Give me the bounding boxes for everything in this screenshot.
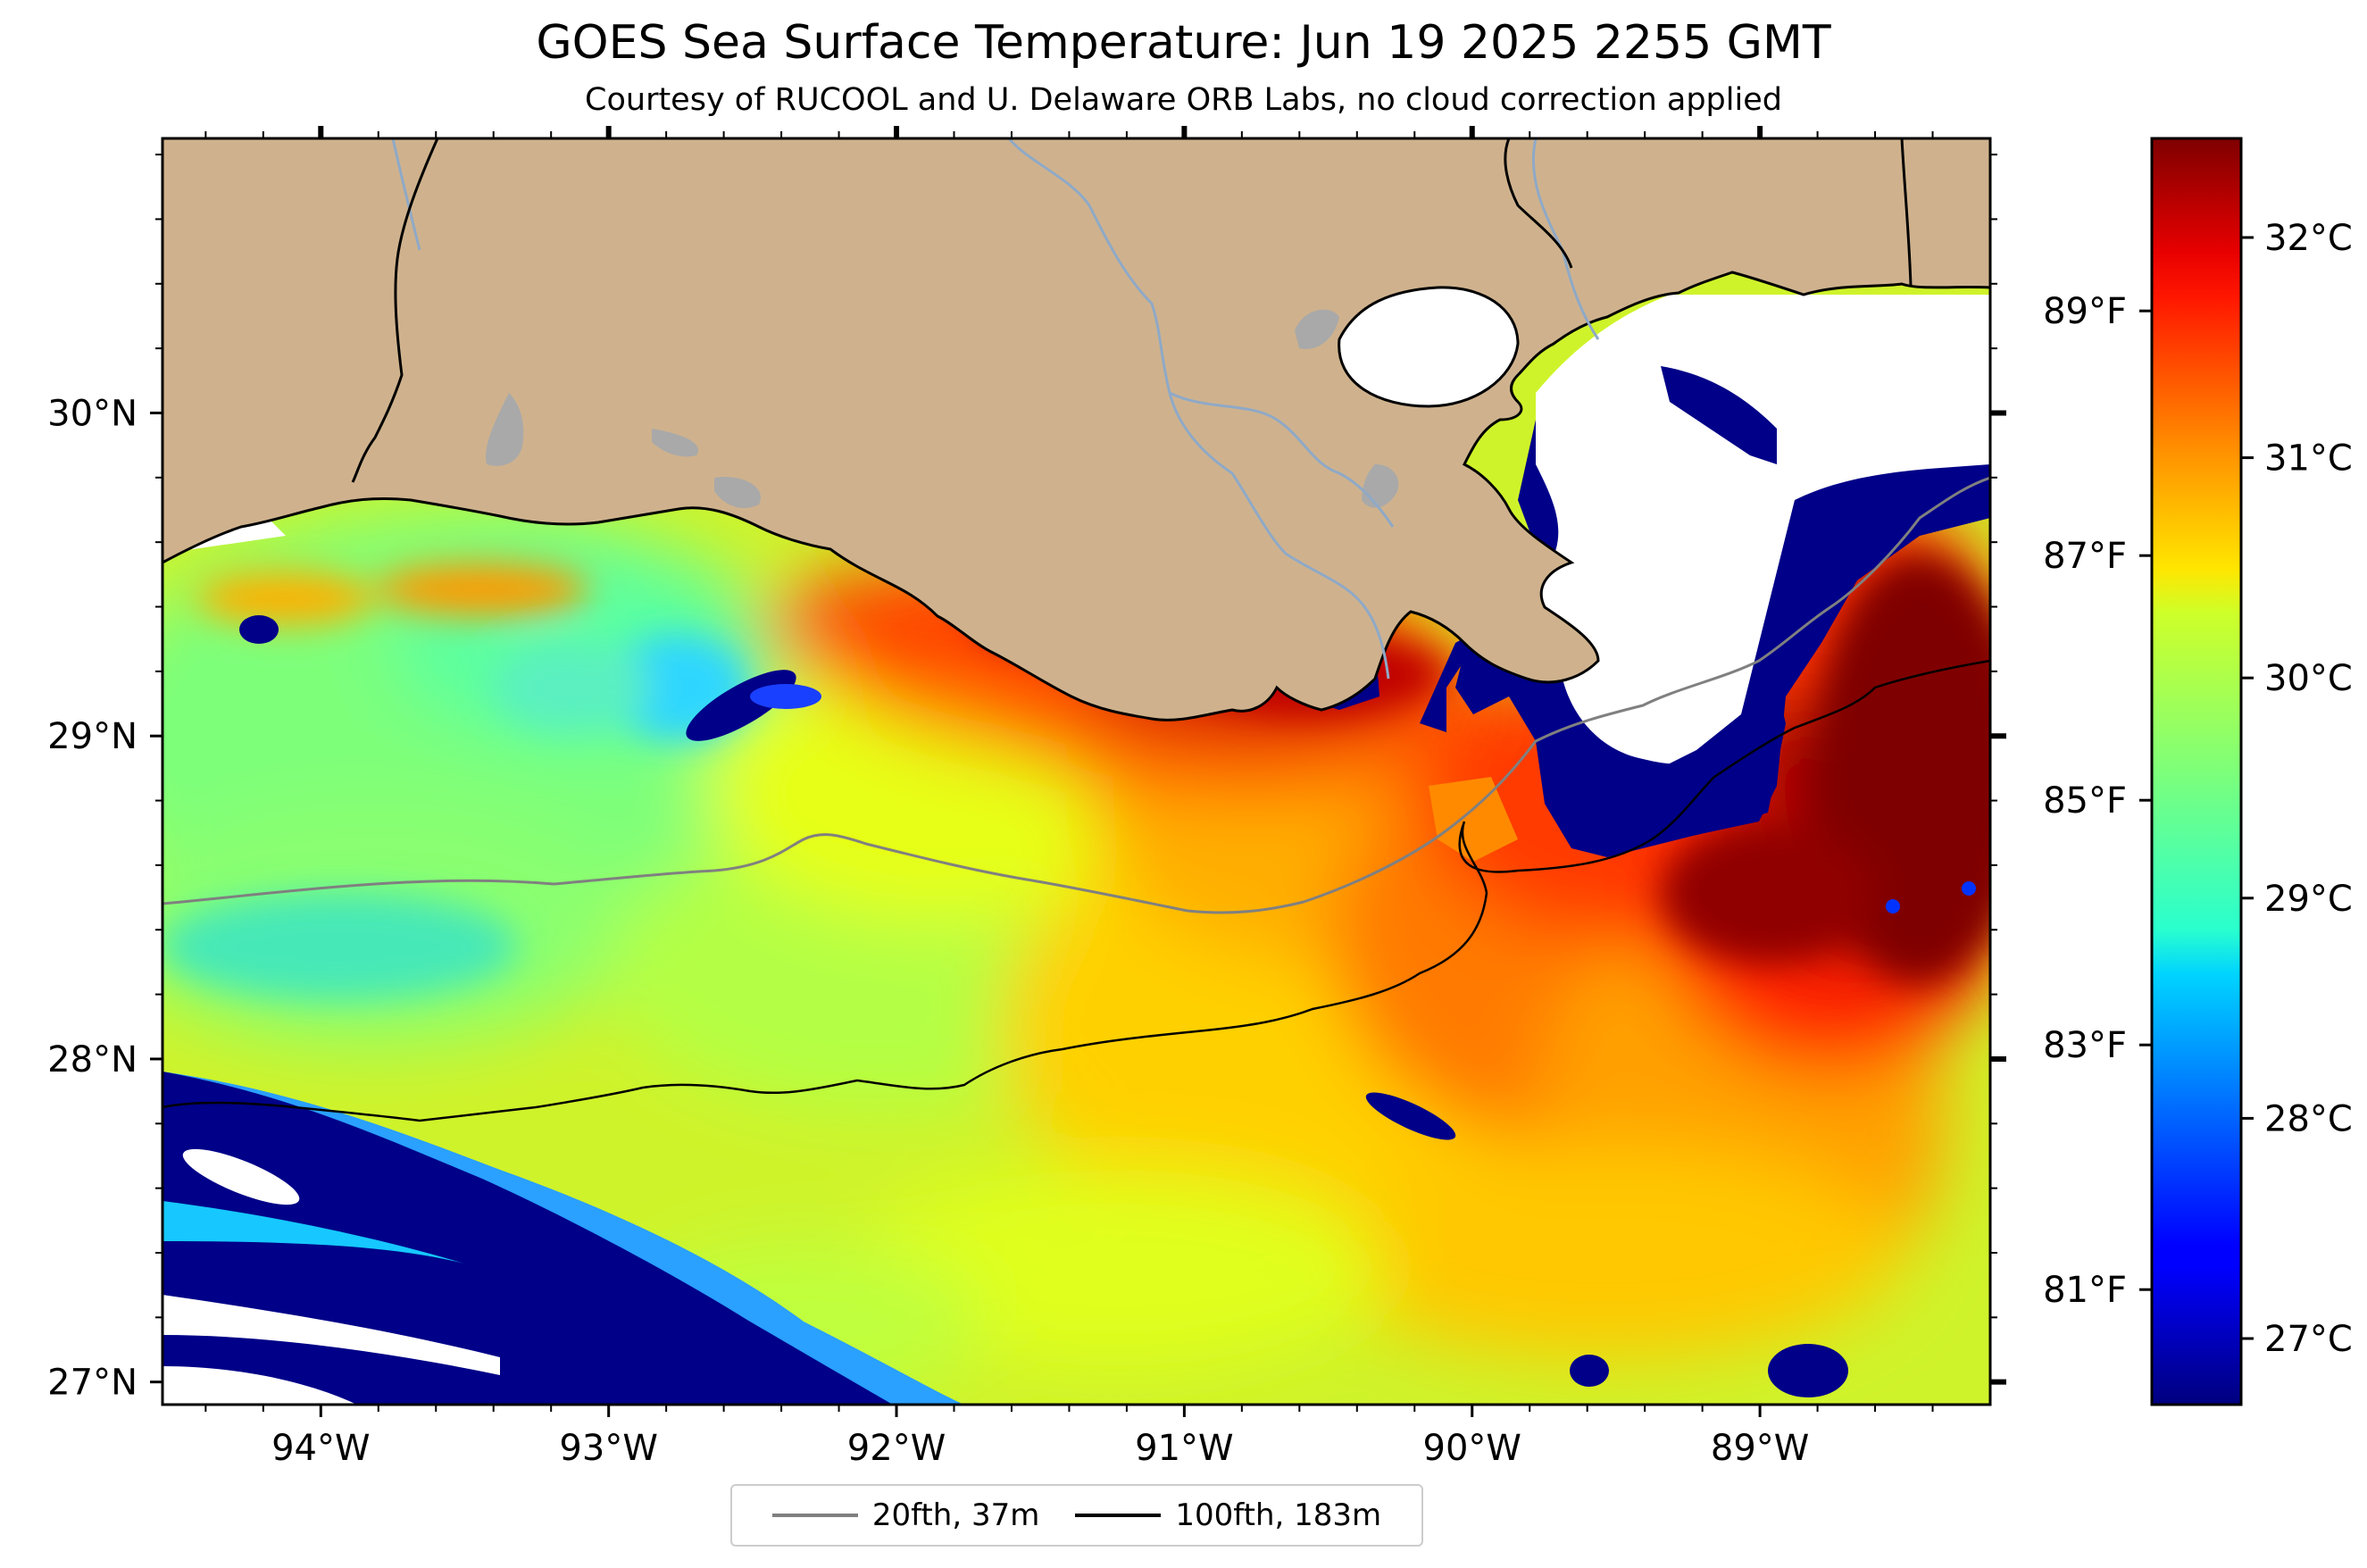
sst-map [163, 138, 1990, 1405]
cb-fahrenheit-label: 89°F [2043, 291, 2127, 332]
land-mass [163, 138, 1990, 721]
map-frame [161, 137, 1992, 1406]
legend-label-20fth: 20fth, 37m [871, 1497, 1040, 1533]
lon-tick-label: 93°W [559, 1428, 657, 1469]
lon-tick-label: 92°W [847, 1428, 946, 1469]
colorbar-celsius-ticks: 27°C 28°C 29°C 30°C 31°C 32°C [2241, 218, 2353, 1360]
cb-fahrenheit-label: 83°F [2043, 1025, 2127, 1066]
cb-fahrenheit-label: 87°F [2043, 536, 2127, 577]
isobath-100fth [163, 659, 1990, 1122]
state-borders [351, 138, 1913, 483]
cb-celsius-label: 27°C [2264, 1319, 2353, 1360]
cb-celsius-label: 31°C [2264, 438, 2353, 480]
legend-item-100fth: 100fth, 183m [1075, 1497, 1381, 1533]
legend-swatch-20fth [771, 1514, 858, 1517]
cb-celsius-label: 30°C [2264, 658, 2353, 699]
lat-tick-label: 30°N [47, 393, 138, 434]
legend-label-100fth: 100fth, 183m [1175, 1497, 1382, 1533]
lake-pontchartrain [1338, 286, 1520, 408]
legend-swatch-100fth [1075, 1514, 1162, 1517]
colorbar-fahrenheit-ticks: 81°F 83°F 85°F 87°F 89°F [2043, 291, 2152, 1311]
cb-celsius-label: 29°C [2264, 879, 2353, 920]
cold-tongue [163, 1072, 964, 1405]
cb-fahrenheit-label: 81°F [2043, 1270, 2127, 1311]
minor-ticks [155, 131, 1997, 1412]
lon-tick-label: 94°W [271, 1428, 370, 1469]
cb-fahrenheit-label: 85°F [2043, 780, 2127, 822]
map-title: GOES Sea Surface Temperature: Jun 19 202… [536, 16, 1831, 70]
lon-tick-label: 89°W [1711, 1428, 1809, 1469]
lat-tick-label: 29°N [47, 716, 138, 757]
cold-eddies [239, 615, 1976, 1397]
map-subtitle: Courtesy of RUCOOL and U. Delaware ORB L… [585, 82, 1782, 118]
cb-celsius-label: 32°C [2264, 218, 2353, 259]
isobath-legend: 20fth, 37m 100fth, 183m [730, 1484, 1423, 1547]
colorbar: 27°C 28°C 29°C 30°C 31°C 32°C 81°F 83°F 85°F 87°… [2043, 137, 2353, 1406]
colorbar-gradient [2150, 137, 2243, 1406]
lat-tick-label: 28°N [47, 1039, 138, 1080]
isobath-20fth [163, 476, 1990, 914]
legend-item-20fth: 20fth, 37m [771, 1497, 1040, 1533]
lat-tick-label: 27°N [47, 1363, 138, 1404]
lon-tick-label: 90°W [1423, 1428, 1521, 1469]
cb-celsius-label: 28°C [2264, 1098, 2353, 1139]
lon-tick-label: 91°W [1135, 1428, 1233, 1469]
